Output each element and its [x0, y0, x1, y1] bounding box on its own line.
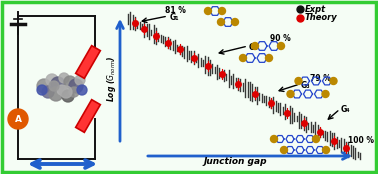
Circle shape [57, 85, 67, 95]
Circle shape [251, 42, 259, 49]
Circle shape [42, 86, 54, 98]
Circle shape [46, 74, 58, 86]
Circle shape [265, 54, 273, 61]
Circle shape [240, 54, 246, 61]
Text: G₂: G₂ [249, 42, 259, 52]
Text: G₁: G₁ [170, 13, 180, 22]
Text: Log ($G_{\mathit{norm}}$): Log ($G_{\mathit{norm}}$) [105, 56, 118, 102]
Circle shape [295, 77, 302, 85]
Circle shape [37, 79, 51, 93]
Circle shape [313, 136, 319, 143]
Circle shape [271, 136, 277, 143]
Text: A: A [14, 114, 22, 124]
Text: 79 %: 79 % [310, 74, 331, 83]
Text: Theory: Theory [305, 14, 338, 22]
Circle shape [217, 18, 225, 26]
Text: G₄: G₄ [341, 105, 351, 114]
Circle shape [322, 147, 330, 153]
Text: 81 %: 81 % [164, 6, 186, 15]
Circle shape [287, 90, 294, 97]
Polygon shape [76, 46, 100, 78]
Circle shape [8, 109, 28, 129]
Circle shape [231, 18, 239, 26]
Circle shape [69, 87, 79, 97]
Text: Junction gap: Junction gap [203, 157, 267, 167]
Circle shape [218, 7, 226, 14]
Circle shape [37, 85, 47, 95]
Text: 100 %: 100 % [348, 136, 374, 145]
Circle shape [204, 7, 212, 14]
Circle shape [59, 73, 69, 83]
Circle shape [69, 79, 83, 93]
Circle shape [51, 77, 65, 91]
Circle shape [49, 81, 59, 91]
Text: Expt: Expt [305, 5, 326, 14]
Circle shape [322, 90, 329, 97]
Circle shape [75, 75, 85, 85]
Circle shape [77, 85, 87, 95]
Text: G₃: G₃ [301, 81, 311, 89]
Circle shape [64, 76, 76, 88]
Polygon shape [76, 100, 100, 132]
Circle shape [49, 87, 63, 101]
Circle shape [60, 86, 72, 98]
Circle shape [62, 90, 74, 102]
Circle shape [280, 147, 288, 153]
Text: 90 %: 90 % [270, 34, 291, 43]
Circle shape [277, 42, 285, 49]
Circle shape [330, 77, 337, 85]
